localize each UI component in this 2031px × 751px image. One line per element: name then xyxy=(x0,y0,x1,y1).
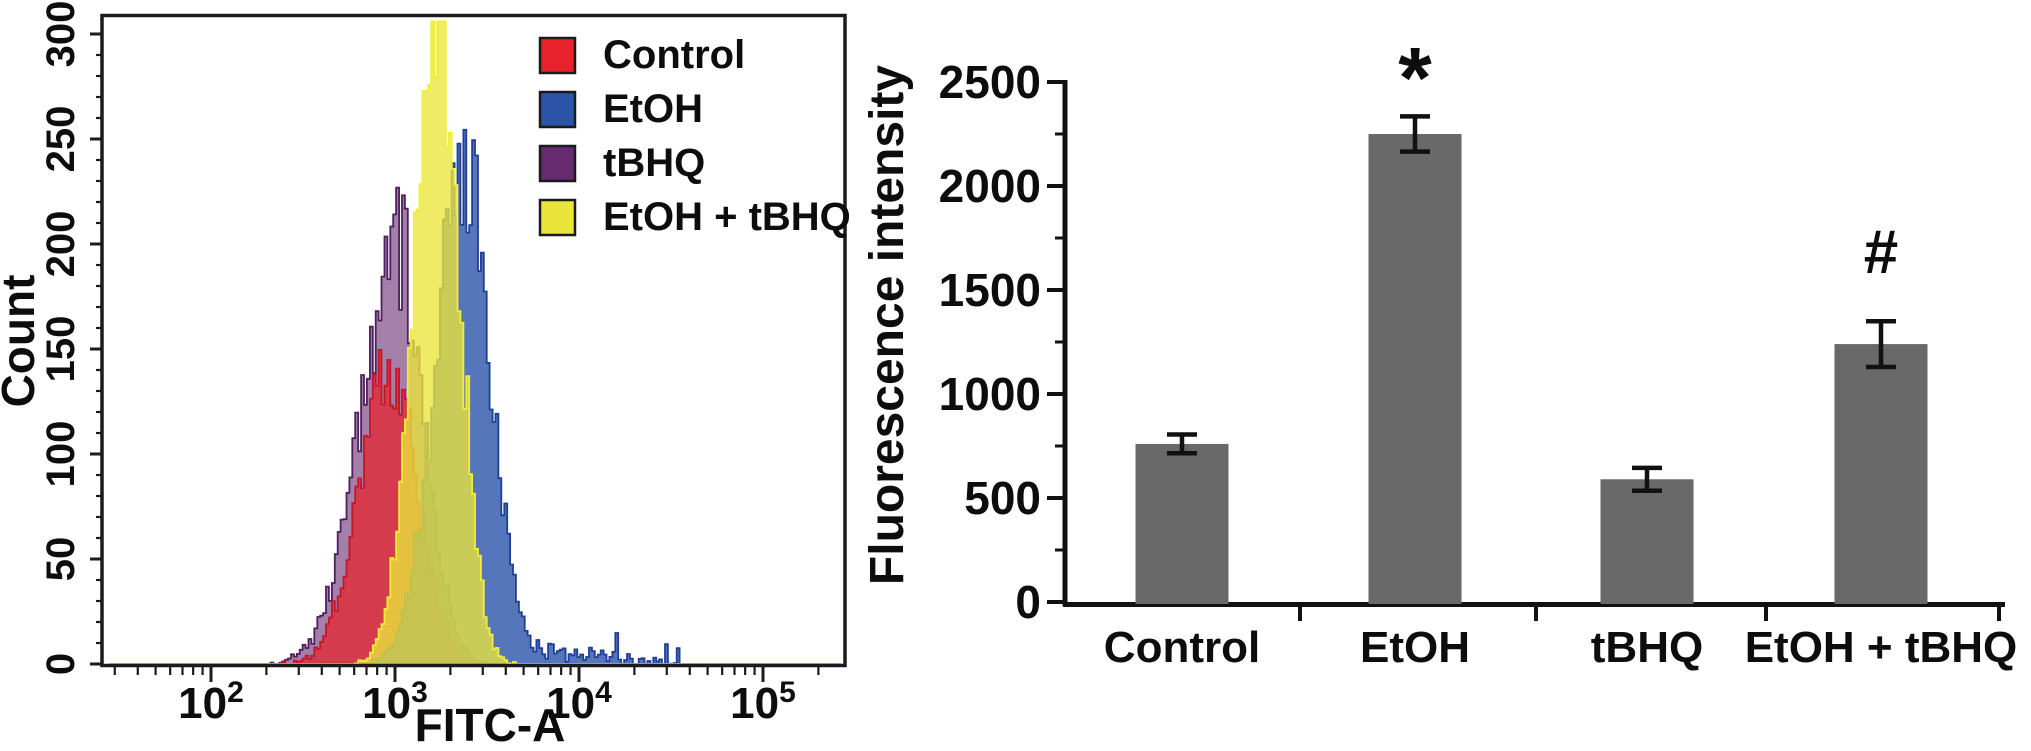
bar-category-label: Control xyxy=(1104,623,1260,672)
flow-legend: Control EtOH tBHQ EtOH + tBHQ xyxy=(538,33,851,239)
flow-y-tick-label: 250 xyxy=(39,106,83,173)
legend-label: EtOH + tBHQ xyxy=(603,195,851,239)
bar-y-axis-label: Fluorescence intensity xyxy=(861,65,914,585)
bar-control xyxy=(1135,443,1229,604)
bar-category-label: tBHQ xyxy=(1591,623,1703,672)
bar-y-tick-label: 0 xyxy=(1015,576,1041,628)
flow-y-tick-label: 200 xyxy=(39,211,83,278)
bar-y-tick-label: 1000 xyxy=(939,368,1041,420)
flow-y-tick-label: 300 xyxy=(39,1,83,68)
bar-tbhq xyxy=(1600,479,1694,604)
flow-axes-ticks: 0 50 100 150 200 250 300 102 103 104 105 xyxy=(39,1,820,728)
legend-swatch-control xyxy=(538,36,577,75)
flow-histogram-fill-etoh xyxy=(109,129,841,665)
flow-y-tick-label: 0 xyxy=(39,653,83,675)
legend-label: tBHQ xyxy=(603,141,705,185)
bar-etoh-tbhq xyxy=(1834,344,1928,604)
bar-y-tick-label: 2500 xyxy=(939,56,1041,108)
significance-annotation: # xyxy=(1864,218,1898,287)
flow-x-tick-label: 105 xyxy=(730,676,796,728)
flow-x-tick-label: 104 xyxy=(546,676,612,728)
bar-chart-panel: 0 500 1000 1500 2000 2500 Control EtOH * tBHQ EtO… xyxy=(861,30,2017,672)
bar-y-tick-label: 500 xyxy=(964,472,1041,524)
bar-category-label: EtOH xyxy=(1360,623,1470,672)
significance-annotation: * xyxy=(1398,30,1432,126)
bar-etoh xyxy=(1368,134,1462,604)
bar-axes-ticks: 0 500 1000 1500 2000 2500 xyxy=(939,56,2005,628)
bar-series-group: Control EtOH * tBHQ EtOH + tBHQ # xyxy=(1104,30,2017,672)
bar-category-label: EtOH + tBHQ xyxy=(1745,623,2018,672)
flow-histogram-panel: 0 50 100 150 200 250 300 102 103 104 105 FITC-A Co… xyxy=(0,1,851,751)
flow-x-tick-label: 102 xyxy=(178,676,244,728)
bar-y-tick-label: 2000 xyxy=(939,160,1041,212)
legend-swatch-etoh xyxy=(538,90,577,129)
flow-y-tick-label: 150 xyxy=(39,316,83,383)
flow-y-tick-label: 100 xyxy=(39,421,83,488)
legend-label: EtOH xyxy=(603,87,703,131)
flow-x-axis-label: FITC-A xyxy=(415,699,566,751)
legend-swatch-etoh-tbhq xyxy=(538,198,577,237)
flow-x-tick-label: 103 xyxy=(362,676,428,728)
legend-label: Control xyxy=(603,33,745,77)
flow-y-axis-label: Count xyxy=(0,275,44,408)
flow-y-tick-label: 50 xyxy=(39,537,83,582)
legend-swatch-tbhq xyxy=(538,144,577,183)
flow-plot-border xyxy=(100,13,847,668)
flow-histogram-series-group xyxy=(109,20,841,665)
bar-y-tick-label: 1500 xyxy=(939,264,1041,316)
